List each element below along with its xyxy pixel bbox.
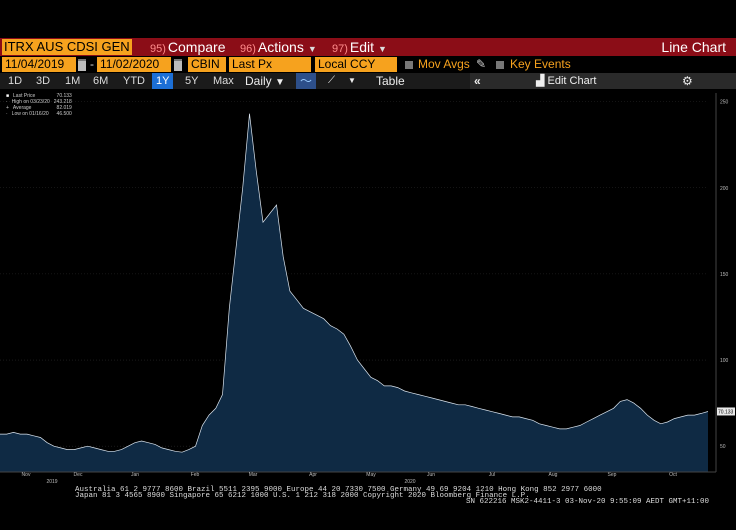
line-chart-svg: 50 100 150 200 250 70.133 — [0, 89, 735, 475]
edit-chart-button[interactable]: ▟ Edit Chart — [536, 75, 597, 87]
series-area — [0, 113, 708, 472]
period-row: 1D 3D 1M 6M YTD 1Y 5Y Max Daily ▼ 〜 ⟋ ▼ … — [0, 73, 736, 89]
period-5y[interactable]: 5Y — [185, 75, 199, 87]
y-tick-label: 50 — [720, 444, 726, 450]
x-year-label: 2020 — [404, 479, 416, 485]
legend-item: ■ Last Price 70.133 — [6, 93, 72, 99]
legend-item: · High on 03/23/20 243.218 — [6, 99, 72, 105]
source-field[interactable]: CBIN — [188, 57, 226, 72]
edit-button[interactable]: 97) Edit ▼ — [332, 39, 387, 55]
x-tick-label: Dec — [73, 472, 83, 478]
mov-avgs-label[interactable]: Mov Avgs — [418, 57, 470, 71]
currency-select[interactable]: Local CCY — [315, 57, 397, 72]
last-value-tag-box — [717, 407, 735, 416]
compare-button[interactable]: 95) Compare — [150, 39, 226, 55]
price-field-select[interactable]: Last Px — [229, 57, 311, 72]
period-6m[interactable]: 6M — [93, 75, 109, 87]
x-tick-label: Nov — [21, 472, 31, 478]
period-1m[interactable]: 1M — [65, 75, 81, 87]
x-tick-label: Sep — [607, 472, 617, 478]
pencil-icon[interactable]: ✎ — [476, 57, 487, 71]
chart-area[interactable]: 50 100 150 200 250 70.133 — [0, 89, 736, 475]
gear-icon[interactable]: ⚙ — [682, 74, 693, 88]
x-tick-label: Mar — [248, 472, 258, 478]
range-row: 11/04/2019 - 11/02/2020 CBIN Last Px Loc… — [0, 57, 736, 73]
frequency-select[interactable]: Daily ▼ — [245, 74, 285, 88]
x-axis-labels: Nov Dec Jan Feb Mar Apr May Jun Jul Aug … — [0, 472, 736, 486]
period-3d[interactable]: 3D — [36, 75, 51, 87]
x-tick-label: Feb — [190, 472, 200, 478]
line-chart-icon[interactable]: 〜 — [296, 73, 316, 89]
key-events-checkbox[interactable] — [496, 61, 504, 69]
x-tick-label: Jan — [130, 472, 140, 478]
actions-button[interactable]: 96) Actions ▼ — [240, 39, 317, 55]
key-events-label[interactable]: Key Events — [510, 57, 571, 71]
start-date-field[interactable]: 11/04/2019 — [2, 57, 76, 72]
period-1d[interactable]: 1D — [8, 75, 23, 87]
title-toolbar: ITRX AUS CDSI GEN 95) Compare 96) Actions ▼… — [0, 38, 736, 56]
footer-contacts-2: Japan 81 3 4565 8900 Singapore 65 6212 1… — [75, 492, 530, 500]
x-tick-label: Aug — [548, 472, 558, 478]
calendar-icon[interactable] — [174, 59, 182, 71]
y-tick-label: 200 — [720, 186, 729, 192]
period-ytd[interactable]: YTD — [123, 75, 145, 87]
chart-style-icon[interactable]: ⟋ — [328, 75, 335, 86]
series-line — [0, 113, 709, 453]
legend-item: + Average 82.019 — [6, 105, 72, 111]
period-1y[interactable]: 1Y — [152, 73, 174, 89]
y-tick-label: 100 — [720, 358, 729, 364]
footer-contacts-1: Australia 61 2 9777 8600 Brazil 5511 239… — [75, 486, 602, 494]
legend-item: · Low on 01/16/20 46.500 — [6, 111, 72, 117]
x-tick-label: May — [366, 472, 376, 478]
y-tick-label: 150 — [720, 272, 729, 278]
security-ticker[interactable]: ITRX AUS CDSI GEN — [2, 39, 132, 55]
last-value-tag: 70.133 — [718, 409, 734, 415]
collapse-icon[interactable]: « — [474, 74, 481, 88]
chevron-down-icon: ▼ — [378, 44, 387, 54]
x-tick-label: Jul — [488, 472, 496, 478]
chevron-down-icon: ▼ — [307, 44, 317, 54]
calendar-icon[interactable] — [78, 59, 86, 71]
chevron-down-icon: ▼ — [275, 77, 285, 88]
x-tick-label: Oct — [669, 472, 677, 478]
chart-type-title: Line Chart — [661, 39, 726, 55]
x-tick-label: Jun — [426, 472, 436, 478]
x-year-label: 2019 — [46, 479, 58, 485]
mov-avgs-checkbox[interactable] — [405, 61, 413, 69]
chart-edit-icon: ▟ — [536, 75, 545, 87]
date-separator: - — [90, 57, 94, 71]
x-tick-label: Apr — [309, 472, 317, 478]
chevron-down-icon[interactable]: ▼ — [348, 76, 356, 85]
y-tick-label: 250 — [720, 100, 729, 106]
chart-legend: ■ Last Price 70.133 · High on 03/23/20 243.2… — [6, 93, 72, 117]
chart-controls-panel — [470, 73, 736, 89]
footer-session: SN 622216 MSK2-4411-3 03-Nov-20 9:55:09 … — [466, 498, 710, 506]
period-max[interactable]: Max — [213, 75, 234, 87]
table-button[interactable]: Table — [376, 74, 405, 88]
end-date-field[interactable]: 11/02/2020 — [97, 57, 171, 72]
